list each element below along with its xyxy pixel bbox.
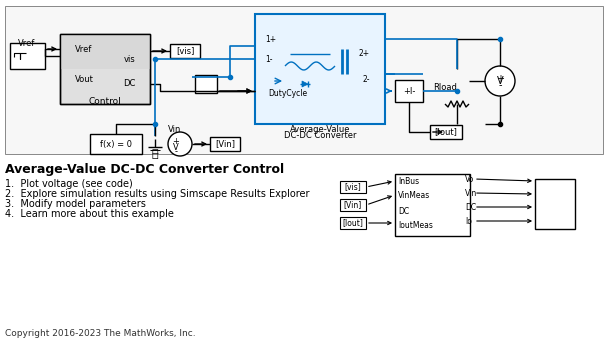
Text: +: + (173, 138, 179, 147)
Text: [Vin]: [Vin] (215, 140, 235, 149)
Text: ⏚: ⏚ (151, 149, 158, 159)
Text: Vo: Vo (465, 174, 474, 184)
Text: InBus: InBus (398, 177, 419, 186)
Text: DC-DC Converter: DC-DC Converter (284, 132, 356, 141)
Bar (395, 174, 470, 236)
Text: V: V (497, 76, 503, 86)
Text: Average-Value: Average-Value (290, 125, 350, 134)
Text: [Iout]: [Iout] (435, 127, 457, 136)
Text: 3.  Modify model parameters: 3. Modify model parameters (5, 199, 146, 209)
Text: +: + (496, 74, 504, 84)
Bar (5, 6, 603, 154)
Text: Vref: Vref (18, 39, 36, 49)
Text: [Iout]: [Iout] (342, 218, 364, 228)
Text: Copyright 2016-2023 The MathWorks, Inc.: Copyright 2016-2023 The MathWorks, Inc. (5, 329, 196, 339)
Bar (340, 181, 366, 193)
Bar (535, 179, 575, 229)
Text: Average-Value DC-DC Converter Control: Average-Value DC-DC Converter Control (5, 163, 284, 176)
Text: DC: DC (465, 202, 476, 211)
Text: 2-: 2- (362, 74, 370, 83)
Text: 2.  Explore simulation results using Simscape Results Explorer: 2. Explore simulation results using Sims… (5, 189, 309, 199)
Text: DC: DC (398, 207, 409, 215)
Bar (340, 199, 366, 211)
Text: Control: Control (89, 97, 122, 105)
Text: +I-: +I- (403, 87, 415, 96)
Text: Io: Io (465, 216, 472, 225)
Text: 1-: 1- (265, 54, 272, 64)
Text: 4.  Learn more about this example: 4. Learn more about this example (5, 209, 174, 219)
Circle shape (485, 66, 515, 96)
Text: VinMeas: VinMeas (398, 191, 430, 200)
Text: vis: vis (123, 54, 135, 64)
Text: DutyCycle: DutyCycle (268, 89, 307, 98)
Circle shape (168, 132, 192, 156)
Text: Rload: Rload (433, 82, 457, 91)
Bar (255, 14, 385, 124)
Bar (10, 43, 45, 69)
Text: DC: DC (123, 80, 135, 89)
Text: Vout: Vout (75, 74, 94, 83)
Polygon shape (302, 81, 308, 87)
Text: IoutMeas: IoutMeas (398, 221, 433, 230)
Text: f(x) = 0: f(x) = 0 (100, 140, 132, 149)
Bar (60, 34, 150, 104)
Text: [Vin]: [Vin] (344, 200, 362, 209)
Bar (340, 217, 366, 229)
Text: 1+: 1+ (265, 35, 276, 44)
Text: Vref: Vref (75, 45, 92, 53)
Bar (210, 137, 240, 151)
Text: [vis]: [vis] (345, 183, 361, 192)
Text: Vin: Vin (465, 188, 477, 198)
Bar (170, 44, 200, 58)
Text: -: - (174, 148, 178, 156)
Bar (90, 134, 142, 154)
Text: 1.  Plot voltage (see code): 1. Plot voltage (see code) (5, 179, 133, 189)
Bar (60, 34, 150, 69)
Text: V: V (173, 142, 179, 151)
Text: Vin: Vin (168, 125, 182, 134)
Text: -: - (498, 80, 502, 90)
Bar (395, 80, 423, 102)
Bar (60, 34, 150, 104)
Text: [vis]: [vis] (176, 46, 194, 55)
Bar (195, 75, 217, 93)
Text: 2+: 2+ (359, 50, 370, 59)
Bar (430, 125, 462, 139)
